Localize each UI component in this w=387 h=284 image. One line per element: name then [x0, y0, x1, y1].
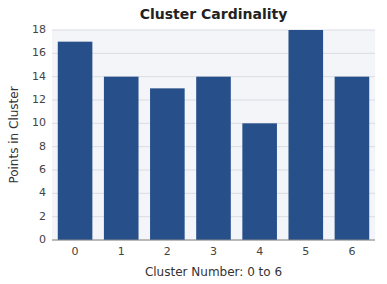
bar	[150, 88, 185, 240]
x-tick-label: 6	[348, 245, 355, 258]
x-tick-label: 2	[164, 245, 171, 258]
bar	[58, 42, 93, 240]
bar	[288, 30, 323, 240]
x-tick-label: 0	[72, 245, 79, 258]
y-axis-label: Points in Cluster	[7, 86, 21, 183]
y-tick-label: 10	[32, 116, 46, 129]
x-tick-label: 1	[118, 245, 125, 258]
grid-line	[52, 30, 375, 31]
y-ticks: 0 2 4 6 8 10 12 14 16 18	[32, 23, 46, 246]
y-tick-label: 6	[39, 163, 46, 176]
y-tick-label: 8	[39, 140, 46, 153]
bar	[104, 77, 139, 240]
y-tick-label: 16	[32, 46, 46, 59]
plot-background	[52, 30, 375, 240]
bars	[58, 30, 369, 240]
chart-svg: 0246810121416180123456Cluster Cardinalit…	[0, 0, 387, 284]
grid	[52, 30, 375, 240]
title: Cluster Cardinality	[140, 6, 288, 22]
x-axis-line	[52, 240, 375, 241]
y-tick-label: 12	[32, 93, 46, 106]
bar	[196, 77, 231, 240]
y-tick-label: 2	[39, 210, 46, 223]
grid-line	[52, 240, 375, 241]
y-tick-label: 4	[39, 186, 46, 199]
x-tick-label: 4	[256, 245, 263, 258]
y-tick-label: 14	[32, 70, 46, 83]
x-tick-label: 5	[302, 245, 309, 258]
x-tick-label: 3	[210, 245, 217, 258]
grid-line	[52, 53, 375, 54]
chart-container: 0246810121416180123456Cluster Cardinalit…	[0, 0, 387, 284]
bar	[335, 77, 370, 240]
y-tick-label: 18	[32, 23, 46, 36]
x-ticks: 0 1 2 3 4 5 6	[72, 245, 356, 258]
y-tick-label: 0	[39, 233, 46, 246]
bar	[242, 123, 277, 240]
x-axis-label: Cluster Number: 0 to 6	[145, 265, 282, 279]
